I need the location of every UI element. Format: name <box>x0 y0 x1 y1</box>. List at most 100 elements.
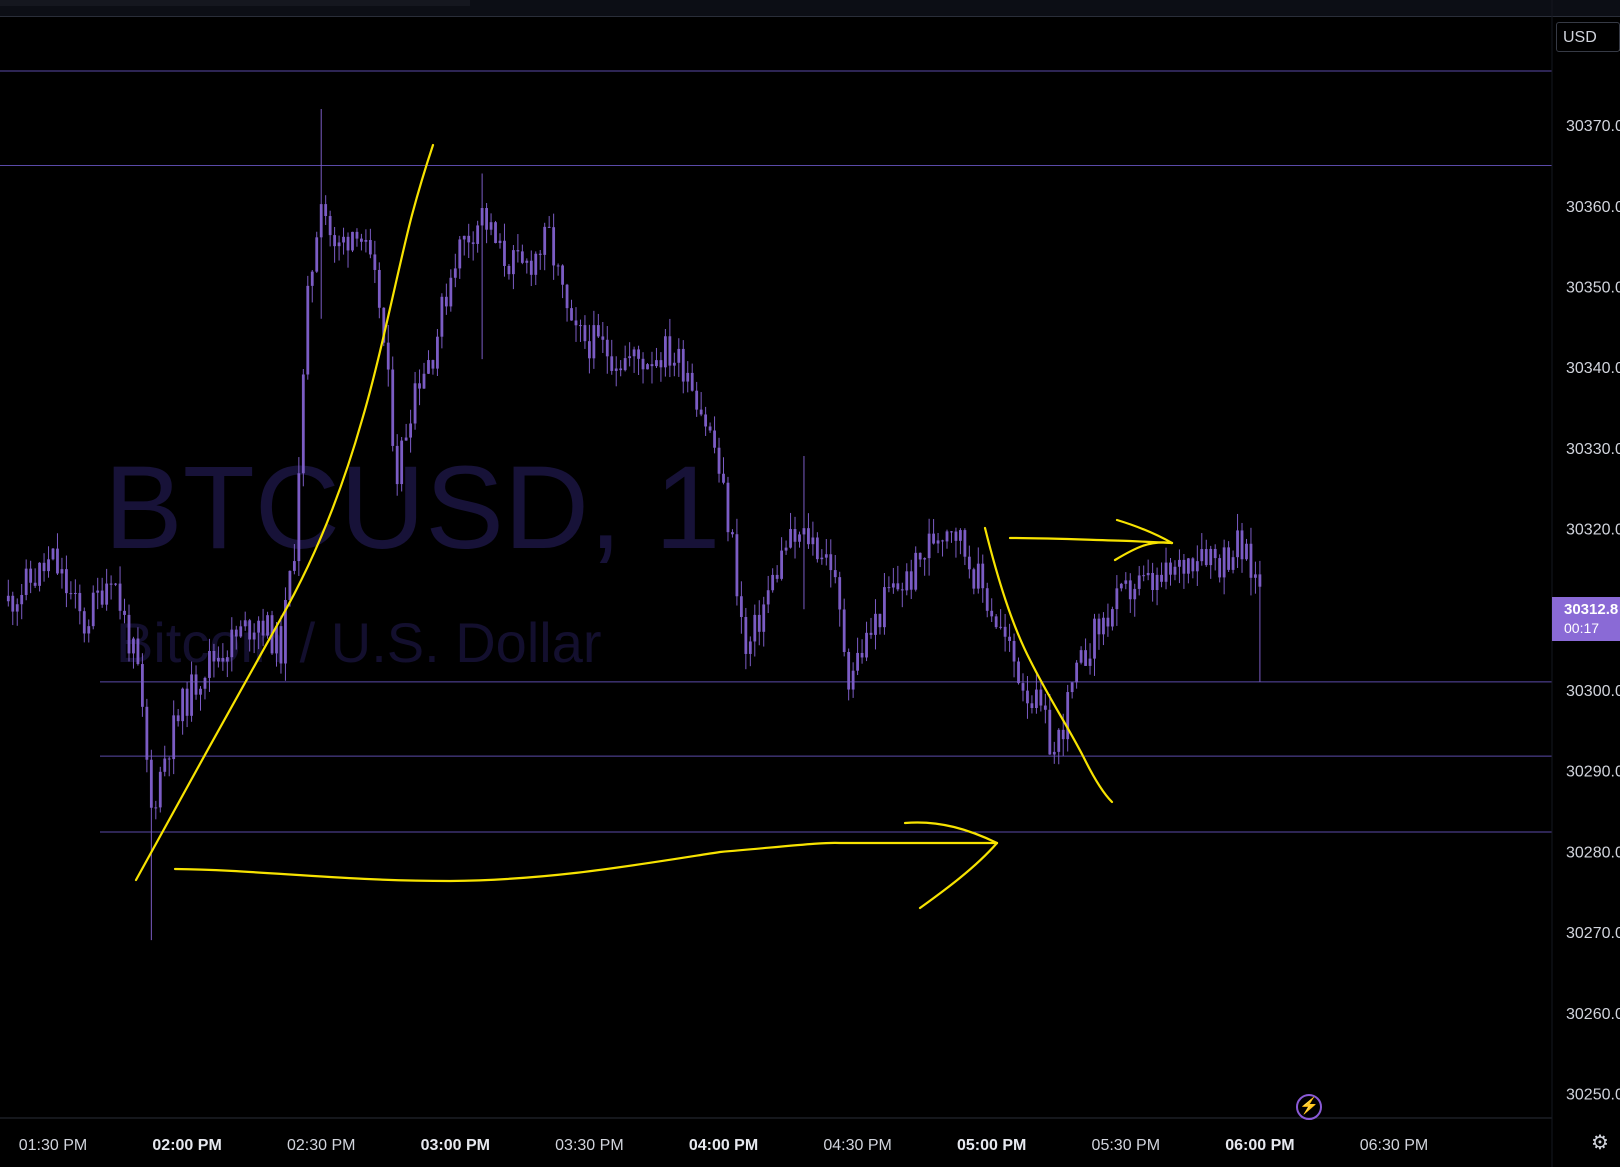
drawing-uptrend-curve[interactable] <box>134 143 435 882</box>
candle-body <box>766 590 770 605</box>
currency-selector[interactable]: USD <box>1556 22 1620 52</box>
candle-body <box>333 235 337 247</box>
candle-body <box>632 349 636 357</box>
candle-body <box>409 423 412 438</box>
candle-body <box>20 594 24 605</box>
candle-body <box>1088 658 1092 666</box>
candle-body <box>851 670 855 690</box>
watermark-symbol: BTCUSD, 1 <box>104 442 720 574</box>
candle-body <box>337 242 341 247</box>
candle-body <box>149 759 153 808</box>
candle-body <box>136 638 140 665</box>
drawing-short-arrow-head-bottom[interactable] <box>1113 541 1174 562</box>
time-tick-label: 03:30 PM <box>555 1137 623 1154</box>
candle-body <box>324 204 328 217</box>
candle-body <box>60 569 64 574</box>
candle-body <box>641 358 645 370</box>
candle-body <box>360 238 363 242</box>
last-price-tag: 30312.8 00:17 <box>1552 597 1620 641</box>
candle-body <box>780 550 784 579</box>
candle-body <box>784 547 788 551</box>
candle-body <box>1254 574 1257 578</box>
candle-body <box>753 614 757 642</box>
candle-body <box>158 771 162 808</box>
candle-body <box>1124 580 1128 584</box>
candle-body <box>856 652 859 671</box>
candle-body <box>556 265 560 267</box>
candle-body <box>619 368 623 371</box>
candle-body <box>212 650 216 662</box>
candle-body <box>1008 636 1011 642</box>
candle-body <box>261 620 265 636</box>
candle-body <box>1227 547 1231 570</box>
drawing-long-arrow-head-bottom[interactable] <box>918 841 999 910</box>
candle-body <box>1204 549 1208 566</box>
candle-body <box>288 570 292 601</box>
candle-body <box>529 260 533 275</box>
drawings[interactable] <box>134 143 1174 910</box>
candle-body <box>512 250 515 275</box>
candle-body <box>1084 650 1087 666</box>
candle-body <box>422 373 426 389</box>
candle-body <box>726 482 730 533</box>
candle-body <box>266 615 269 636</box>
candle-body <box>194 674 198 695</box>
candle-body <box>284 600 287 664</box>
drawing-short-arrow-head-top[interactable] <box>1115 518 1174 545</box>
drawing-downtrend-curve[interactable] <box>983 526 1114 804</box>
candle-body <box>373 254 377 270</box>
candle-body <box>65 569 68 594</box>
candle-body <box>883 587 886 628</box>
candle-body <box>690 372 694 391</box>
candle-body <box>713 430 716 448</box>
candle-body <box>574 320 578 326</box>
candle-body <box>1222 547 1226 578</box>
candle-body <box>668 336 672 366</box>
symbol-watermark: BTCUSD, 1 Bitcoin / U.S. Dollar <box>104 442 720 674</box>
candle-body <box>216 657 220 662</box>
candle-body <box>1249 543 1253 578</box>
flash-icon[interactable]: ⚡ <box>1296 1094 1322 1120</box>
time-tick-label: 02:00 PM <box>152 1137 221 1154</box>
candle-body <box>775 574 779 579</box>
candle-body <box>123 610 126 615</box>
drawing-long-arrow-head-top[interactable] <box>903 821 999 845</box>
candle-body <box>650 364 654 367</box>
candle-body <box>623 358 627 371</box>
candle-body <box>154 807 158 809</box>
candle-body <box>614 368 618 371</box>
time-tick-label: 02:30 PM <box>287 1137 355 1154</box>
candle-body <box>230 629 234 658</box>
drawing-long-arrow-shaft[interactable] <box>173 841 999 883</box>
price-axis[interactable]: 30380.030370.030360.030350.030340.030330… <box>1566 37 1620 1103</box>
candle-body <box>1195 561 1199 572</box>
candle-body <box>145 706 149 760</box>
candle-body <box>905 571 909 591</box>
candle-body <box>1133 588 1137 600</box>
candle-body <box>1258 574 1262 587</box>
time-axis[interactable]: 01:30 PM 02:00 PM 02:30 PM 03:00 PM 03:30 PM… <box>19 1137 1428 1154</box>
candle-body <box>994 616 998 628</box>
candle-body <box>972 569 976 589</box>
candle-body <box>815 537 819 560</box>
candle-body <box>248 620 252 640</box>
candle-body <box>297 473 301 562</box>
candle-body <box>565 284 569 309</box>
candle-body <box>1070 682 1074 693</box>
gear-icon[interactable]: ⚙ <box>1591 1132 1609 1154</box>
candle-body <box>811 537 815 545</box>
candle-body <box>1021 683 1025 691</box>
candle-body <box>744 616 748 654</box>
candle-body <box>181 688 185 722</box>
drawing-short-arrow-shaft[interactable] <box>1008 536 1174 545</box>
candle-body <box>798 534 801 542</box>
candle-body <box>449 277 453 307</box>
candle-body <box>605 339 609 357</box>
candle-body <box>1128 580 1132 600</box>
candle-body <box>132 638 135 654</box>
candle-body <box>1017 661 1020 684</box>
candle-body <box>659 360 663 368</box>
time-tick-label: 06:00 PM <box>1225 1137 1294 1154</box>
candle-body <box>257 620 261 633</box>
